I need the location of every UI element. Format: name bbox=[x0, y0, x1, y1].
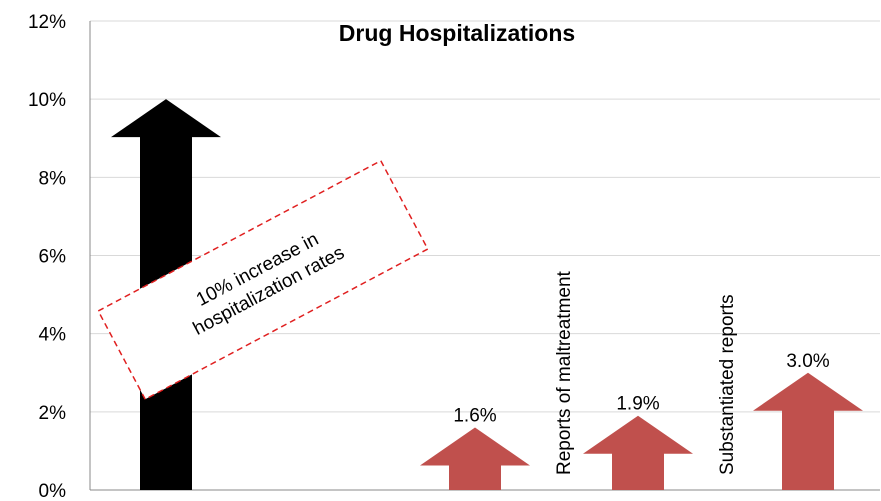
data-label: 1.9% bbox=[616, 394, 659, 415]
labels: 1.6% Reports of maltreatment 1.9% Substanti… bbox=[453, 270, 829, 475]
arrow-mark bbox=[420, 427, 530, 490]
arrow-mark bbox=[753, 372, 863, 490]
y-tick-label: 6% bbox=[39, 247, 67, 268]
y-tick-label: 0% bbox=[39, 481, 67, 501]
annotation-box bbox=[97, 159, 429, 401]
data-label: 1.6% bbox=[453, 405, 496, 426]
category-label: Reports of maltreatment bbox=[554, 270, 575, 475]
data-label: 3.0% bbox=[786, 351, 829, 372]
category-label: Substantiated reports bbox=[717, 294, 738, 475]
chart-title: Drug Hospitalizations bbox=[339, 20, 575, 46]
y-tick-label: 8% bbox=[39, 168, 67, 189]
y-tick-label: 4% bbox=[39, 325, 67, 346]
y-axis-ticks: 0% 2% 4% 6% 8% 10% 12% bbox=[28, 12, 66, 501]
y-tick-label: 2% bbox=[39, 403, 67, 424]
y-tick-label: 12% bbox=[28, 12, 66, 33]
arrow-mark bbox=[583, 415, 693, 490]
y-tick-label: 10% bbox=[28, 90, 66, 111]
